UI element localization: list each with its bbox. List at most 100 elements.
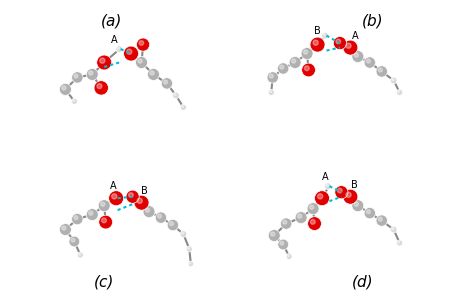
Circle shape: [337, 188, 342, 193]
Circle shape: [336, 39, 341, 44]
Circle shape: [62, 86, 66, 90]
Text: (b): (b): [362, 13, 383, 28]
Circle shape: [397, 89, 402, 95]
Circle shape: [112, 194, 117, 199]
Circle shape: [280, 65, 284, 69]
Circle shape: [271, 232, 275, 236]
Circle shape: [155, 212, 167, 223]
Circle shape: [109, 191, 124, 206]
Circle shape: [310, 220, 315, 224]
Circle shape: [69, 236, 80, 247]
Circle shape: [97, 55, 112, 70]
Circle shape: [167, 220, 179, 231]
Circle shape: [366, 210, 370, 214]
Circle shape: [137, 198, 142, 204]
Circle shape: [366, 59, 370, 63]
Circle shape: [343, 40, 358, 55]
Circle shape: [99, 215, 112, 229]
Circle shape: [137, 38, 150, 51]
Circle shape: [346, 192, 351, 197]
Circle shape: [186, 246, 192, 252]
Text: B: B: [352, 180, 358, 190]
Circle shape: [74, 216, 78, 220]
Circle shape: [97, 84, 102, 89]
Circle shape: [310, 37, 325, 52]
Circle shape: [86, 68, 98, 80]
Circle shape: [188, 247, 190, 249]
Text: B: B: [141, 186, 148, 196]
Circle shape: [181, 104, 186, 110]
Circle shape: [378, 217, 383, 221]
Circle shape: [352, 200, 364, 212]
Circle shape: [98, 200, 110, 212]
Circle shape: [303, 50, 308, 54]
Circle shape: [86, 209, 98, 221]
Circle shape: [325, 183, 331, 189]
Circle shape: [161, 78, 173, 89]
Circle shape: [146, 208, 150, 212]
Circle shape: [59, 223, 72, 235]
Circle shape: [164, 80, 167, 84]
Circle shape: [180, 231, 187, 237]
Circle shape: [72, 213, 83, 225]
Circle shape: [174, 93, 176, 96]
Circle shape: [318, 194, 323, 199]
Circle shape: [287, 255, 290, 257]
Circle shape: [267, 72, 278, 83]
Circle shape: [313, 40, 318, 45]
Circle shape: [398, 241, 400, 243]
Circle shape: [301, 63, 315, 77]
Circle shape: [278, 239, 289, 250]
Circle shape: [391, 226, 397, 233]
Circle shape: [304, 66, 309, 71]
Circle shape: [62, 226, 66, 230]
Circle shape: [346, 43, 351, 48]
Circle shape: [59, 84, 72, 95]
Circle shape: [354, 53, 358, 57]
Circle shape: [117, 47, 119, 49]
Circle shape: [295, 212, 307, 223]
Circle shape: [283, 220, 287, 224]
Circle shape: [138, 59, 142, 63]
Circle shape: [392, 227, 394, 230]
Text: B: B: [314, 26, 321, 36]
Circle shape: [128, 193, 133, 197]
Circle shape: [147, 68, 159, 80]
Circle shape: [150, 71, 154, 75]
Text: (c): (c): [94, 274, 114, 289]
Circle shape: [326, 184, 328, 187]
Circle shape: [124, 46, 138, 61]
Circle shape: [398, 91, 400, 93]
Circle shape: [308, 217, 321, 231]
Circle shape: [72, 72, 83, 83]
Circle shape: [79, 253, 81, 255]
Circle shape: [170, 222, 173, 226]
Circle shape: [173, 92, 179, 99]
Circle shape: [127, 49, 132, 54]
Circle shape: [77, 252, 83, 258]
Circle shape: [268, 89, 274, 95]
Circle shape: [269, 74, 273, 78]
Text: (a): (a): [101, 13, 122, 28]
Text: A: A: [110, 181, 117, 191]
Circle shape: [292, 59, 296, 63]
Circle shape: [189, 262, 191, 264]
Circle shape: [392, 79, 394, 81]
Text: (d): (d): [352, 274, 373, 289]
Circle shape: [354, 202, 358, 206]
Circle shape: [100, 58, 105, 63]
Circle shape: [298, 214, 301, 218]
Circle shape: [333, 37, 346, 50]
Circle shape: [378, 68, 383, 72]
Circle shape: [364, 208, 375, 219]
Circle shape: [397, 240, 402, 246]
Circle shape: [126, 190, 139, 203]
Circle shape: [289, 56, 301, 68]
Circle shape: [322, 32, 328, 39]
Circle shape: [71, 238, 75, 242]
Circle shape: [301, 48, 313, 60]
Circle shape: [364, 57, 375, 68]
Circle shape: [101, 218, 106, 223]
Circle shape: [182, 106, 183, 108]
Circle shape: [182, 232, 184, 234]
